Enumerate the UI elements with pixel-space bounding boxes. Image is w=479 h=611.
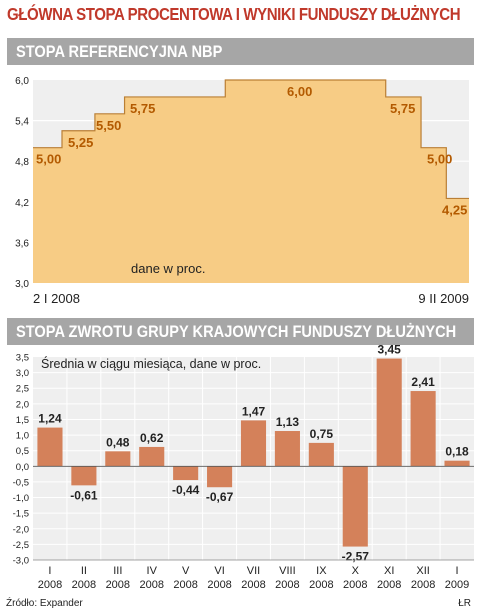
bar-x-year-label: 2008 xyxy=(275,579,299,591)
bar xyxy=(139,446,165,467)
bar-chart-header: STOPA ZWROTU GRUPY KRAJOWYCH FUNDUSZY DŁ… xyxy=(7,318,474,345)
bar-y-tick-label: -1,0 xyxy=(13,493,29,504)
bar-x-month-label: IV xyxy=(147,565,158,577)
area-fill xyxy=(33,80,469,283)
bar-value-label: -0,44 xyxy=(172,483,200,497)
bar-y-tick-label: 2,0 xyxy=(16,399,29,410)
bar xyxy=(71,466,97,486)
area-y-tick-label: 5,4 xyxy=(15,117,29,128)
bar-y-tick-label: 0,5 xyxy=(16,446,29,457)
credit-note: ŁR xyxy=(458,598,471,609)
area-step-label: 5,25 xyxy=(68,135,93,150)
bar xyxy=(308,442,334,467)
bar-x-year-label: 2008 xyxy=(72,579,96,591)
bar xyxy=(376,358,402,467)
area-outline xyxy=(33,79,469,200)
bar-y-tick-label: 3,0 xyxy=(16,368,29,379)
bar-y-tick-label: -1,5 xyxy=(13,509,29,520)
area-annotation: dane w proc. xyxy=(131,261,205,276)
area-step-label: 4,25 xyxy=(442,202,467,217)
bar-x-month-label: IX xyxy=(316,565,327,577)
bar-value-label: -2,57 xyxy=(342,550,370,564)
bar xyxy=(274,431,300,467)
bar-x-year-label: 2008 xyxy=(309,579,333,591)
bar-y-tick-label: 1,5 xyxy=(16,415,29,426)
bar-x-month-label: III xyxy=(113,565,122,577)
bar-value-label: 0,62 xyxy=(140,431,164,445)
bar-x-year-label: 2008 xyxy=(241,579,265,591)
area-y-tick-label: 3,6 xyxy=(15,238,29,249)
bar-x-month-label: VII xyxy=(247,565,260,577)
bar-value-label: 1,13 xyxy=(276,415,300,429)
bar-value-label: 1,47 xyxy=(242,404,266,418)
main-title: GŁÓWNA STOPA PROCENTOWA I WYNIKI FUNDUSZ… xyxy=(7,4,461,24)
area-y-tick-label: 6,0 xyxy=(15,76,29,87)
area-x-start-label: 2 I 2008 xyxy=(33,291,80,306)
area-step-label: 5,75 xyxy=(130,101,155,116)
bar xyxy=(444,460,470,467)
bar-x-year-label: 2008 xyxy=(139,579,163,591)
bar-x-year-label: 2008 xyxy=(343,579,367,591)
bar-y-tick-label: 0,0 xyxy=(16,462,29,473)
bar-x-year-label: 2008 xyxy=(38,579,62,591)
bar-y-tick-label: 3,5 xyxy=(16,353,29,364)
area-y-tick-label: 4,2 xyxy=(15,198,29,209)
bar-x-month-label: X xyxy=(352,565,360,577)
bar-x-month-label: I xyxy=(48,565,51,577)
bar-value-label: 0,18 xyxy=(445,445,469,459)
bar xyxy=(410,391,436,467)
bar-x-year-label: 2008 xyxy=(207,579,231,591)
bar-value-label: 2,41 xyxy=(411,375,435,389)
bar-x-year-label: 2008 xyxy=(411,579,435,591)
bar xyxy=(173,466,199,481)
area-chart-title: STOPA REFERENCYJNA NBP xyxy=(16,42,223,61)
bar-x-month-label: XII xyxy=(416,565,429,577)
bar-x-month-label: VI xyxy=(214,565,224,577)
bar-value-label: 1,24 xyxy=(38,412,62,426)
bar-x-month-label: XI xyxy=(384,565,394,577)
bar-x-month-label: II xyxy=(81,565,87,577)
bar-y-tick-label: -0,5 xyxy=(13,477,29,488)
area-step-label: 5,50 xyxy=(96,118,121,133)
bar xyxy=(342,466,368,547)
area-chart-header: STOPA REFERENCYJNA NBP xyxy=(7,38,474,65)
bar-x-year-label: 2009 xyxy=(445,579,469,591)
bar-x-month-label: VIII xyxy=(279,565,296,577)
bar-value-label: 3,45 xyxy=(378,343,402,357)
source-note: Źródło: Expander xyxy=(6,598,83,609)
bar-x-month-label: I xyxy=(456,565,459,577)
area-step-label: 5,00 xyxy=(36,152,61,167)
bar-y-tick-label: 1,0 xyxy=(16,431,29,442)
bar-x-month-label: V xyxy=(182,565,190,577)
bar-value-label: -0,67 xyxy=(206,490,234,504)
area-step-label: 5,00 xyxy=(427,152,452,167)
area-step-label: 6,00 xyxy=(287,84,312,99)
bar-x-year-label: 2008 xyxy=(377,579,401,591)
bar-x-year-label: 2008 xyxy=(173,579,197,591)
bar-x-year-label: 2008 xyxy=(106,579,130,591)
bar xyxy=(37,427,63,467)
bar-y-tick-label: -2,0 xyxy=(13,524,29,535)
bar xyxy=(207,466,233,488)
bar xyxy=(105,451,131,467)
bar-value-label: 0,48 xyxy=(106,435,130,449)
area-step-label: 5,75 xyxy=(390,101,415,116)
bar-chart-title: STOPA ZWROTU GRUPY KRAJOWYCH FUNDUSZY DŁ… xyxy=(16,322,457,341)
area-y-tick-label: 4,8 xyxy=(15,157,29,168)
bar-y-tick-label: 2,5 xyxy=(16,384,29,395)
bar-value-label: -0,61 xyxy=(70,488,98,502)
area-y-tick-label: 3,0 xyxy=(15,279,29,290)
bar xyxy=(240,420,267,467)
bar-y-tick-label: -3,0 xyxy=(13,556,29,567)
bar-value-label: 0,75 xyxy=(310,427,334,441)
bar-y-tick-label: -2,5 xyxy=(13,540,29,551)
area-x-end-label: 9 II 2009 xyxy=(418,291,469,306)
bar-subtitle: Średnia w ciągu miesiąca, dane w proc. xyxy=(41,356,261,371)
